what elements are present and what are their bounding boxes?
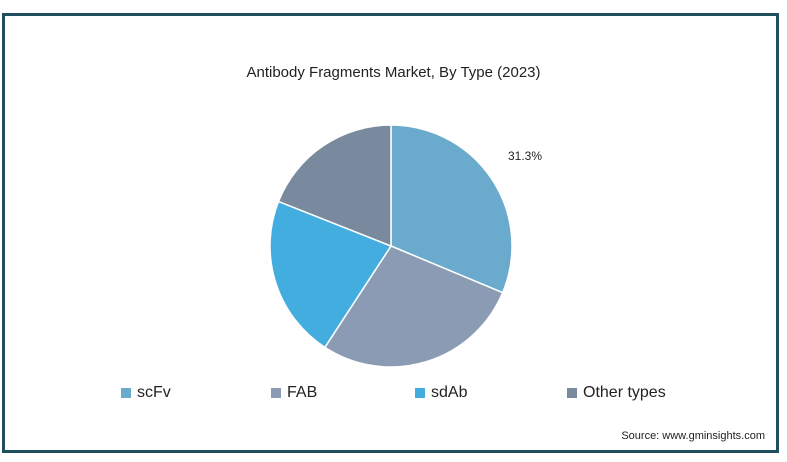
- chart-title: Antibody Fragments Market, By Type (2023…: [246, 64, 541, 81]
- legend-label-sdab: sdAb: [431, 384, 468, 401]
- legend: scFv FAB sdAb Other types: [0, 384, 787, 408]
- pie-slice-other-types: [277, 124, 392, 248]
- legend-item-fab: FAB: [271, 384, 317, 402]
- legend-label-other-types: Other types: [583, 384, 666, 401]
- pie-slice-fab: [323, 245, 504, 368]
- source-note: Source: www.gminsights.com: [621, 430, 765, 442]
- legend-item-scfv: scFv: [121, 384, 171, 402]
- legend-swatch-other-types: [567, 388, 577, 398]
- legend-swatch-fab: [271, 388, 281, 398]
- legend-item-other-types: Other types: [567, 384, 666, 402]
- legend-label-scfv: scFv: [137, 384, 171, 401]
- pie-slice-sdab: [269, 200, 393, 349]
- pie-slice-scfv: [390, 124, 513, 294]
- pie-label-scfv: 31.3%: [508, 149, 542, 163]
- legend-label-fab: FAB: [287, 384, 318, 401]
- legend-swatch-sdab: [415, 388, 425, 398]
- legend-item-sdab: sdAb: [415, 384, 467, 402]
- legend-swatch-scfv: [121, 388, 131, 398]
